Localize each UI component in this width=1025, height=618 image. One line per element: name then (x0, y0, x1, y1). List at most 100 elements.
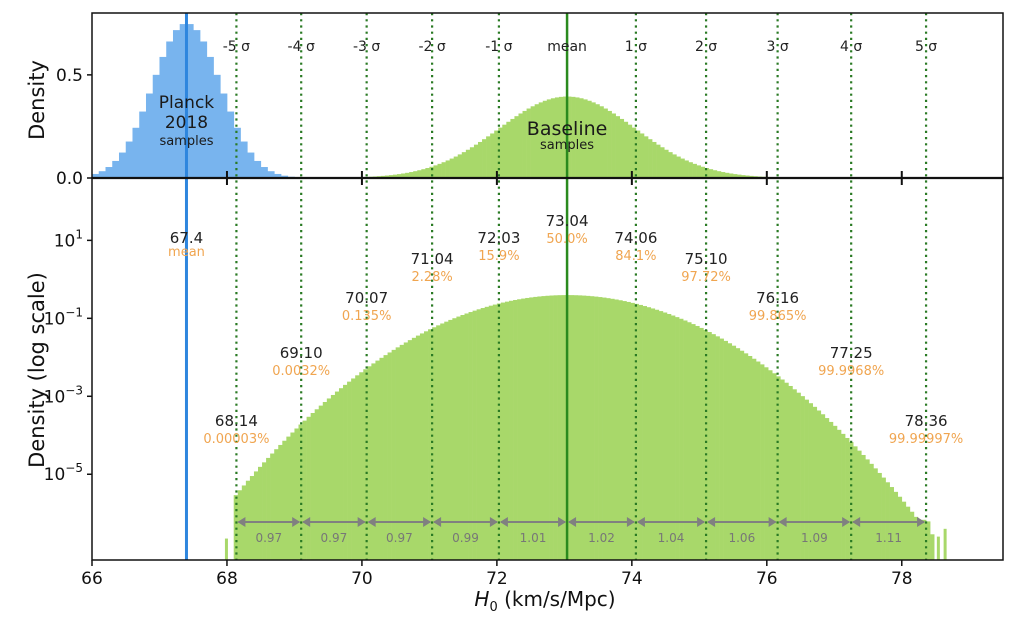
baseline-log-bar (521, 298, 526, 560)
gap-arrow-head-right (842, 517, 851, 527)
sigma-percent-label: 0.0032% (272, 364, 330, 379)
baseline-log-bar (590, 296, 595, 560)
sigma-value-label: 68.14 (215, 412, 258, 430)
baseline-log-bar (249, 476, 255, 560)
axis-labels: Density Density (log scale) H0 (km/s/Mpc… (25, 60, 616, 615)
baseline-top-bar (409, 172, 414, 178)
baseline-log-bar (278, 444, 283, 560)
baseline-log-bar (294, 428, 299, 560)
baseline-top-bar (534, 104, 540, 178)
baseline-top-bar (510, 118, 515, 178)
x-tick-label: 76 (756, 569, 778, 589)
gap-label: 1.04 (658, 531, 685, 545)
baseline-log-bar (472, 310, 477, 560)
sigma-value-label: 72.03 (477, 229, 520, 247)
baseline-top-bar (413, 171, 418, 178)
baseline-log-bar (375, 360, 380, 560)
sigma-percent-label: 84.1% (615, 249, 656, 264)
baseline-log-bar (917, 522, 923, 560)
baseline-log-bar (403, 342, 409, 560)
planck-samples: samples (159, 134, 213, 149)
baseline-log-bar (646, 307, 652, 560)
baseline-log-bar (679, 318, 684, 560)
baseline-log-bar (585, 295, 591, 560)
x-tick-label: 78 (891, 569, 913, 589)
baseline-top-bar (692, 163, 697, 178)
baseline-log-bar (869, 463, 874, 560)
planck-top-bar (145, 93, 154, 178)
baseline-log-bar (561, 295, 567, 560)
x-axis-units: (km/s/Mpc) (498, 587, 616, 611)
baseline-log-bar (756, 361, 761, 560)
baseline-top-bar (558, 96, 564, 178)
baseline-log-bar (658, 311, 664, 560)
baseline-top-bar (583, 99, 588, 178)
baseline-log-bar (496, 303, 502, 560)
baseline-log-bar (703, 329, 708, 560)
bottom-y-tick-label: 101 (54, 227, 83, 251)
baseline-top-bar (490, 133, 495, 178)
baseline-top-bar (546, 99, 552, 178)
planck-top-bar (172, 30, 181, 178)
baseline-log-bar (322, 402, 328, 560)
baseline-log-bar (476, 309, 481, 560)
sigma-label: 2 σ (695, 39, 717, 55)
sigma-label: mean (547, 39, 587, 55)
baseline-log-bar (383, 355, 388, 560)
baseline-log-bar (739, 350, 745, 560)
baseline-log-bar (699, 327, 704, 560)
baseline-log-bar (881, 477, 886, 560)
baseline-top-bar (733, 174, 738, 178)
baseline-top-bar (716, 171, 722, 178)
planck-top-bar (166, 41, 174, 179)
gap-arrow-head-right (489, 517, 498, 527)
log-base: 10 (44, 387, 66, 407)
baseline-top-bar (538, 102, 544, 178)
log-base: 10 (54, 231, 76, 251)
sigma-percent-label: 99.9968% (818, 364, 884, 379)
baseline-log-bar (343, 384, 348, 560)
baseline-log-bar (326, 398, 332, 560)
gap-arrow-head-right (292, 517, 301, 527)
baseline-top-bar (611, 113, 616, 178)
baseline-top-bar (700, 166, 706, 178)
sigma-value-label: 70.07 (345, 289, 388, 307)
baseline-log-bar (334, 391, 340, 560)
baseline-log-bar (537, 296, 542, 560)
baseline-top-bar (563, 96, 568, 178)
top-y-tick-label: 0.5 (56, 66, 83, 86)
baseline-log-bar (440, 323, 445, 560)
baseline-top-bar (724, 172, 730, 178)
baseline-log-bar (529, 297, 534, 560)
baseline-log-bar (836, 429, 842, 560)
baseline-log-bar (553, 295, 558, 560)
baseline-top-bar (672, 154, 677, 178)
sigma-label: -5 σ (223, 39, 250, 55)
panel-frames (91, 12, 1004, 561)
gap-arrow-head-right (626, 517, 635, 527)
baseline-log-bar (654, 309, 660, 560)
gap-arrow-head-left (852, 517, 861, 527)
baseline-log-bar (517, 299, 522, 560)
baseline-log-bar (606, 298, 611, 560)
baseline-log-bar (650, 308, 656, 560)
baseline-top-bar (469, 147, 475, 178)
baseline-top-bar (482, 139, 487, 178)
baseline-top-bar (530, 106, 535, 178)
baseline-top-bar (631, 127, 637, 178)
planck-top-bar (199, 41, 208, 179)
planck-top-bar (253, 160, 262, 178)
top-panel-histograms (92, 24, 791, 179)
baseline-log-bar (577, 295, 583, 560)
baseline-log-bar (889, 487, 894, 560)
gap-arrow-head-left (302, 517, 311, 527)
baseline-top-bar (433, 165, 438, 178)
baseline-top-bar (745, 175, 750, 178)
bottom-y-tick-label: 10−5 (44, 461, 83, 485)
sigma-value-label: 73.04 (546, 212, 589, 230)
top-y-tick-label: 0.0 (56, 169, 83, 189)
baseline-top-bar (567, 96, 572, 178)
baseline-top-bar (648, 139, 653, 178)
baseline-top-bar (571, 96, 576, 178)
sigma-label: 3 σ (766, 39, 788, 55)
